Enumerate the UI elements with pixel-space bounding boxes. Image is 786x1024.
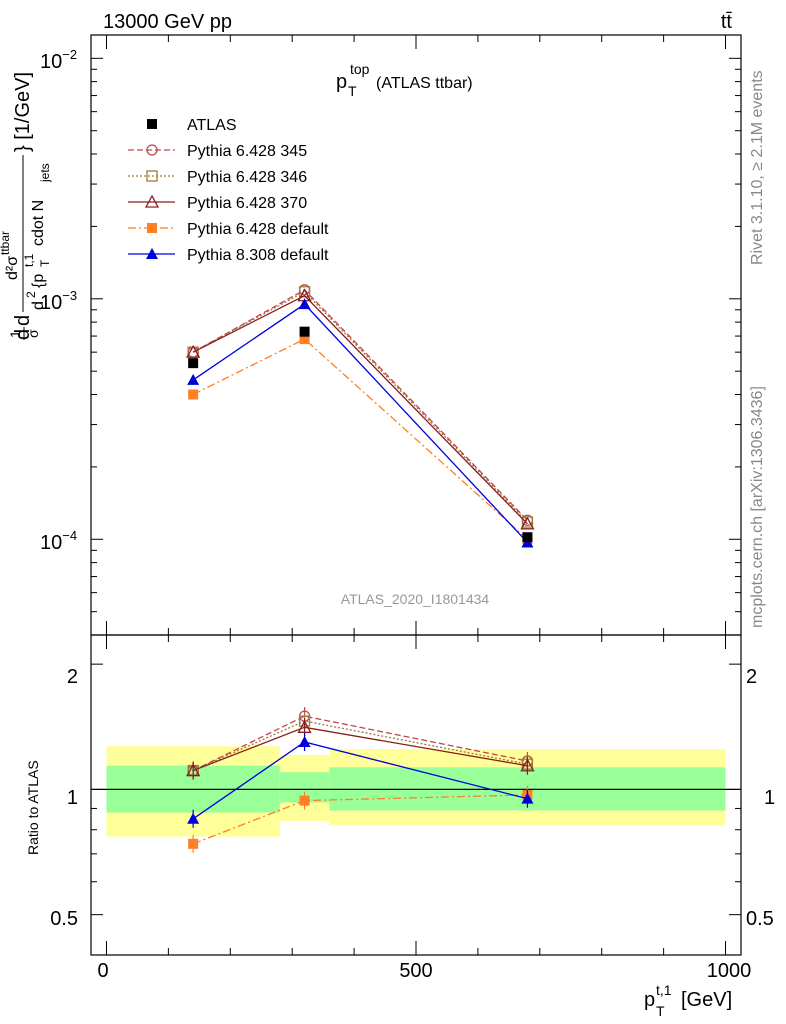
- ratio-y-axis-label: Ratio to ATLAS: [25, 760, 41, 855]
- rivet-version-label: Rivet 3.1.10, ≥ 2.1M events: [749, 70, 766, 265]
- svg-text:d: d: [30, 301, 47, 310]
- legend-label-3: Pythia 6.428 370: [187, 195, 307, 212]
- series-4-main-point: [187, 373, 200, 385]
- legend-label-1: Pythia 6.428 345: [187, 143, 307, 160]
- series-2-main-point: [186, 344, 201, 358]
- legend-label-5: Pythia 8.308 default: [187, 247, 329, 264]
- mcplots-site-label: mcplots.cern.ch [arXiv:1306.3436]: [749, 386, 766, 628]
- svg-text:d: d: [12, 329, 34, 340]
- ratio-tick-1-left: 1: [67, 787, 78, 809]
- svg-text:{p: {p: [30, 274, 47, 288]
- svg-text:jets: jets: [38, 163, 52, 183]
- main-y-tick-labels: 10−2 10−3 10−4: [40, 47, 77, 554]
- series-4-ratio-point: [298, 735, 311, 747]
- svg-text:T: T: [38, 259, 52, 267]
- header-energy: 13000 GeV pp: [103, 11, 232, 33]
- svg-text:d²σ: d²σ: [4, 256, 21, 280]
- svg-text:p: p: [644, 989, 655, 1011]
- legend-label-4: Pythia 6.428 default: [187, 221, 329, 238]
- ratio-tick-1-right: 1: [764, 787, 775, 809]
- series-4-ratio-point: [187, 812, 200, 824]
- series-1-main-line: [192, 290, 528, 523]
- atlas-data-point: [188, 358, 199, 369]
- svg-text:[GeV]: [GeV]: [681, 989, 732, 1011]
- svg-text:T: T: [348, 83, 357, 99]
- series-0-ratio-line: [192, 715, 528, 772]
- series-4-main-line: [192, 303, 528, 543]
- x-tick-label-500: 500: [399, 960, 432, 982]
- legend-marker-4: [147, 223, 157, 233]
- legend-marker-0: [147, 119, 157, 129]
- ratio-tick-0.5-right: 0.5: [746, 908, 774, 930]
- legend-marker-2: [146, 170, 158, 182]
- legend-marker-3: [144, 194, 160, 208]
- svg-text:σ: σ: [25, 329, 41, 338]
- main-plot-series: [186, 284, 535, 548]
- y-tick-label-1e-3: 10−3: [40, 288, 77, 314]
- ratio-tick-2-left: 2: [67, 666, 78, 688]
- svg-text:top: top: [350, 61, 370, 77]
- legend-marker-5: [146, 248, 158, 259]
- legend-label-2: Pythia 6.428 346: [187, 169, 307, 186]
- ratio-tick-0.5-left: 0.5: [50, 908, 78, 930]
- svg-text:T: T: [656, 1003, 665, 1019]
- series-2-ratio-point: [186, 763, 201, 777]
- main-plot-title: p T top (ATLAS ttbar): [336, 61, 473, 99]
- series-2-main-point: [520, 516, 535, 530]
- svg-text:cdot N: cdot N: [30, 200, 47, 246]
- legend-marker-1: [146, 144, 158, 156]
- atlas-data-point: [299, 326, 310, 337]
- series-2-main-line: [192, 294, 528, 525]
- plot-frames: [90, 34, 742, 956]
- y-tick-label-1e-4: 10−4: [40, 528, 77, 554]
- series-4-ratio-point: [521, 792, 534, 804]
- legend: ATLAS Pythia 6.428 345 Pythia 6.428 346 Pyt…: [128, 117, 329, 264]
- svg-text:2: 2: [24, 291, 38, 298]
- y-tick-label-1e-2: 10−2: [40, 47, 77, 73]
- ratio-tick-2-right: 2: [746, 666, 757, 688]
- x-tick-label-0: 0: [97, 960, 108, 982]
- svg-text:p: p: [336, 71, 347, 93]
- series-3-main-point: [188, 389, 199, 400]
- header-process: tt̄: [721, 11, 733, 33]
- x-tick-label-1000: 1000: [707, 960, 752, 982]
- svg-text:(ATLAS ttbar): (ATLAS ttbar): [376, 75, 473, 92]
- svg-text:ttbar: ttbar: [0, 231, 12, 255]
- series-2-ratio-point: [297, 719, 312, 733]
- ratio-plot-series: [186, 707, 535, 853]
- series-3-ratio-point: [299, 795, 310, 806]
- svg-text:t,1: t,1: [22, 253, 36, 267]
- series-2-ratio-point: [520, 758, 535, 772]
- x-tick-labels: 0 500 1000: [97, 960, 751, 982]
- atlas-data-point: [522, 532, 533, 543]
- svg-text:} [1/GeV]: } [1/GeV]: [12, 72, 34, 152]
- series-3-main-point: [299, 334, 310, 345]
- series-3-ratio-point: [188, 838, 199, 849]
- ratio-uncertainty-bands: [106, 746, 726, 837]
- legend-label-0: ATLAS: [187, 117, 237, 134]
- ratio-y-tick-labels: 2 1 0.5 2 1 0.5: [50, 666, 775, 930]
- svg-text:1: 1: [7, 330, 23, 338]
- svg-text:d: d: [12, 315, 34, 326]
- x-axis-label: p T t,1 [GeV]: [644, 982, 732, 1019]
- main-y-axis-label: d 1 σ d d²σ ttbar d 2 {p T t,1 cdot N je…: [0, 72, 52, 340]
- series-4-main-point: [298, 298, 311, 310]
- analysis-tag: ATLAS_2020_I1801434: [341, 591, 490, 607]
- series-1-main-point: [298, 286, 311, 298]
- svg-text:t,1: t,1: [656, 982, 672, 998]
- series-3-main-line: [192, 338, 528, 540]
